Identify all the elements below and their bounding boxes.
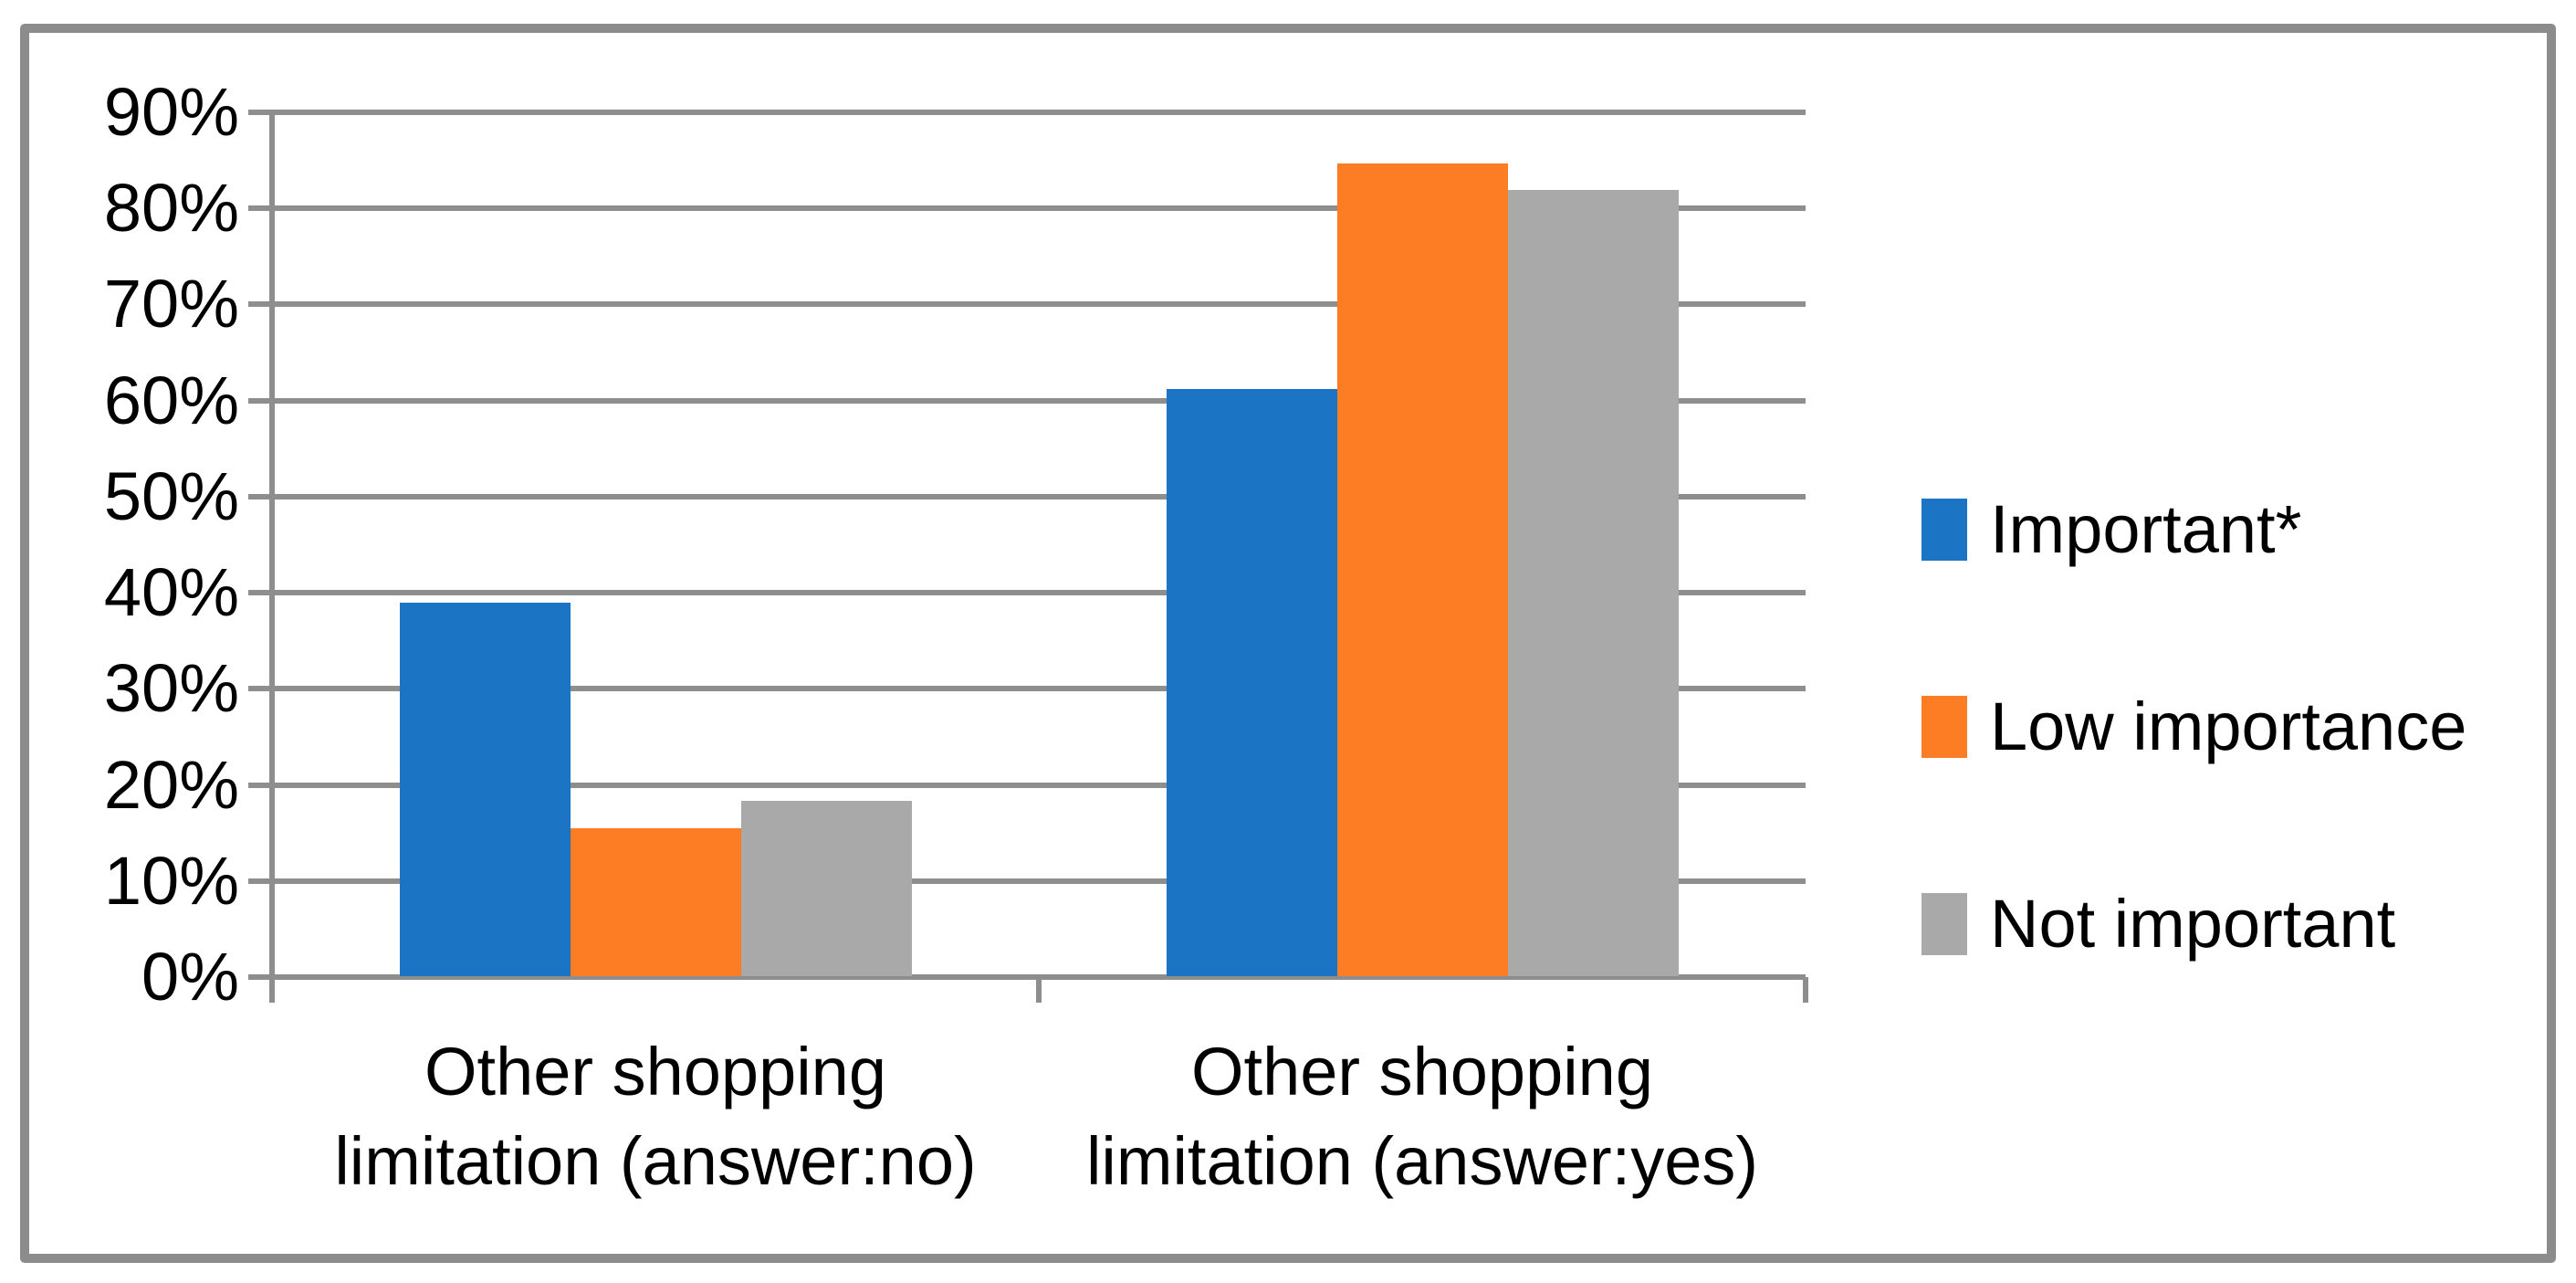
bar-not-important-group2 xyxy=(1507,190,1679,976)
y-tick-label-30%: 30% xyxy=(103,650,239,727)
y-tick-60% xyxy=(248,397,272,404)
legend-swatch-low-importance xyxy=(1922,696,1967,758)
y-tick-label-60%: 60% xyxy=(103,362,239,438)
gridline-80% xyxy=(272,205,1806,212)
x-axis-tick-2 xyxy=(1803,977,1808,1003)
y-tick-label-20%: 20% xyxy=(103,746,239,823)
category-label-1-line1: Other shopping xyxy=(424,1034,886,1109)
gridline-90% xyxy=(272,110,1806,115)
bar-important--group2 xyxy=(1166,389,1337,976)
y-tick-label-50%: 50% xyxy=(103,457,239,534)
y-axis-line xyxy=(269,110,275,1003)
y-tick-50% xyxy=(248,493,272,500)
y-tick-40% xyxy=(248,590,272,596)
category-label-2-line1: Other shopping xyxy=(1190,1034,1653,1109)
bar-important--group1 xyxy=(399,602,571,976)
x-axis-tick-1 xyxy=(1036,977,1042,1003)
x-axis-tick-0 xyxy=(269,977,275,1003)
bar-low-importance-group2 xyxy=(1336,163,1508,976)
y-tick-label-70%: 70% xyxy=(103,266,239,342)
gridline-40% xyxy=(272,590,1806,596)
legend-swatch-not-important xyxy=(1922,893,1967,955)
bar-low-importance-group1 xyxy=(570,827,741,976)
category-label-1: Other shopping limitation (answer:no) xyxy=(272,1027,1039,1206)
bar-not-important-group1 xyxy=(740,801,912,976)
legend-label-not-important: Not important xyxy=(1990,886,2396,962)
legend-label-important-: Important* xyxy=(1990,491,2302,567)
y-tick-70% xyxy=(248,301,272,308)
y-tick-label-10%: 10% xyxy=(103,842,239,919)
legend-swatch-important- xyxy=(1922,499,1967,561)
gridline-60% xyxy=(272,397,1806,404)
y-tick-label-0%: 0% xyxy=(141,939,239,1015)
legend-label-low-importance: Low importance xyxy=(1990,689,2467,764)
category-label-2-line2: limitation (answer:yes) xyxy=(1085,1123,1759,1199)
y-tick-20% xyxy=(248,782,272,788)
gridline-20% xyxy=(272,782,1806,788)
y-tick-30% xyxy=(248,686,272,692)
gridline-30% xyxy=(272,686,1806,692)
y-tick-label-80%: 80% xyxy=(103,170,239,247)
category-label-1-line2: limitation (answer:no) xyxy=(334,1123,977,1199)
gridline-10% xyxy=(272,878,1806,884)
category-label-2: Other shopping limitation (answer:yes) xyxy=(1039,1027,1806,1206)
y-tick-label-40%: 40% xyxy=(103,554,239,631)
gridline-50% xyxy=(272,493,1806,500)
gridline-70% xyxy=(272,301,1806,308)
y-tick-10% xyxy=(248,878,272,884)
y-tick-80% xyxy=(248,205,272,212)
y-tick-90% xyxy=(248,110,272,115)
y-tick-0% xyxy=(248,974,272,980)
y-tick-label-90%: 90% xyxy=(103,74,239,150)
